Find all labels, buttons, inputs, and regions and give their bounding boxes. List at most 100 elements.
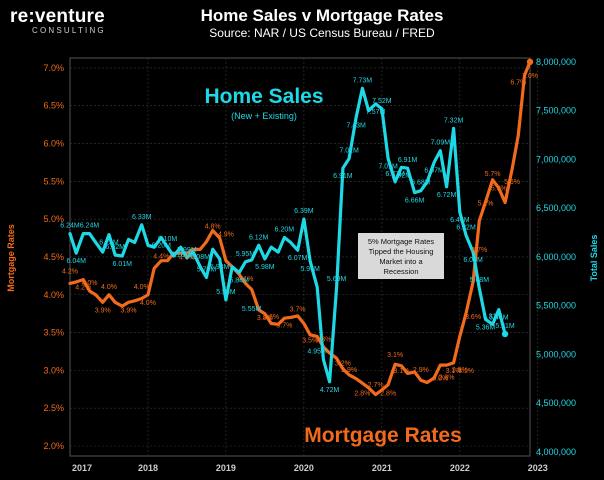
sales-data-label: 7.43M bbox=[346, 123, 366, 130]
sales-data-label: 6.10M bbox=[171, 252, 191, 259]
rate-data-label: 7.0% bbox=[522, 73, 538, 80]
sales-data-label: 6.92M bbox=[392, 172, 412, 179]
sales-data-label: 5.46M bbox=[489, 315, 509, 322]
sales-end-marker bbox=[501, 330, 509, 338]
sales-data-label: 6.39M bbox=[294, 208, 314, 215]
mortgage-rates-line bbox=[68, 60, 532, 397]
x-tick-label: 2021 bbox=[372, 463, 392, 473]
sales-data-label: 6.22M bbox=[456, 225, 476, 232]
sales-data-label: 6.97M bbox=[424, 167, 444, 174]
y-tick-left-label: 6.0% bbox=[43, 139, 64, 149]
sales-data-label: 6.24M bbox=[60, 223, 80, 230]
rate-data-label: 3.1% bbox=[458, 368, 474, 375]
chart-subtitle: Source: NAR / US Census Bureau / FRED bbox=[209, 26, 435, 40]
annotation-line-3: Market into a bbox=[379, 257, 423, 266]
sales-data-label: 5.99M bbox=[177, 247, 197, 254]
rate-data-label: 4.2% bbox=[62, 269, 78, 276]
y-tick-left-label: 6.5% bbox=[43, 101, 64, 111]
sales-data-label: 6.68M bbox=[411, 180, 431, 187]
annotation-background bbox=[358, 233, 444, 279]
rate-data-label: 5.7% bbox=[485, 171, 501, 178]
rate-data-label: 4.1% bbox=[237, 276, 253, 283]
rate-data-label: 4.0% bbox=[101, 284, 117, 291]
sales-data-label: 5.96M bbox=[300, 266, 320, 273]
sales-data-label: 7.01M bbox=[339, 147, 359, 154]
sales-data-label: 5.79M bbox=[197, 266, 217, 273]
sales-data-label: 5.21M bbox=[495, 323, 515, 330]
sales-data-label: 5.98M bbox=[210, 264, 230, 271]
rate-data-label: 2.8% bbox=[439, 375, 455, 382]
sales-data-label: 6.02M bbox=[105, 244, 125, 251]
y-tick-left-label: 4.0% bbox=[43, 290, 64, 300]
rate-data-label: 2.8% bbox=[354, 391, 370, 398]
y-tick-right-label: 7,500,000 bbox=[536, 106, 576, 116]
rate-data-label: 6.7% bbox=[510, 80, 526, 87]
y-tick-right-label: 4,000,000 bbox=[536, 447, 576, 457]
sales-data-label: 4.95M bbox=[307, 348, 327, 355]
x-tick-label: 2023 bbox=[528, 463, 548, 473]
sales-data-label: 5.95M bbox=[236, 251, 256, 258]
rate-data-label: 3.6% bbox=[263, 314, 279, 321]
rate-data-label: 3.1% bbox=[446, 368, 462, 375]
logo-main-text: re:venture bbox=[10, 6, 105, 27]
rate-data-label: 3.7% bbox=[276, 322, 292, 329]
rate-data-label: 4.4% bbox=[153, 254, 169, 261]
sales-data-label: 6.24M bbox=[80, 223, 100, 230]
sales-data-label: 6.20M bbox=[151, 242, 171, 249]
rate-data-label: 3.3% bbox=[315, 337, 331, 344]
rate-data-label: 4.8% bbox=[205, 223, 221, 230]
sales-data-label: 7.01M bbox=[378, 163, 398, 170]
rate-data-label: 4.6% bbox=[179, 254, 195, 261]
rate-data-label: 3.5% bbox=[302, 338, 318, 345]
sales-data-label: 5.31M bbox=[483, 313, 503, 320]
sales-data-label: 7.73M bbox=[353, 77, 373, 84]
sales-data-label: 5.36M bbox=[476, 324, 496, 331]
x-tick-label: 2019 bbox=[216, 463, 236, 473]
rate-data-label: 5.1% bbox=[478, 201, 494, 208]
y-axis-left-label: Mortgage Rates bbox=[6, 224, 16, 292]
sales-data-label: 6.91M bbox=[333, 173, 353, 180]
mortgage-rates-title: Mortgage Rates bbox=[304, 424, 462, 447]
sales-data-label: 5.68M bbox=[470, 277, 490, 284]
y-tick-right-label: 5,000,000 bbox=[536, 349, 576, 359]
y-tick-right-label: 6,500,000 bbox=[536, 203, 576, 213]
rate-data-label: 3.1% bbox=[393, 368, 409, 375]
sales-data-label: 6.12M bbox=[249, 234, 269, 241]
rate-end-marker bbox=[526, 58, 534, 66]
rate-data-label: 2.7% bbox=[368, 382, 384, 389]
series-group bbox=[68, 58, 534, 397]
sales-data-label: 6.23M bbox=[99, 240, 119, 247]
rate-data-label: 4.0% bbox=[140, 300, 156, 307]
rate-data-label: 4.0% bbox=[134, 284, 150, 291]
sales-data-label: 7.09M bbox=[431, 140, 451, 147]
sales-data-label: 4.72M bbox=[320, 387, 340, 394]
sales-data-label: 5.55M bbox=[242, 306, 262, 313]
rate-data-label: 2.9% bbox=[341, 367, 357, 374]
x-tick-label: 2018 bbox=[138, 463, 158, 473]
sales-data-label: 6.08M bbox=[190, 254, 210, 261]
sales-data-label: 6.05M bbox=[463, 257, 483, 264]
logo-sub-text: CONSULTING bbox=[32, 26, 106, 35]
annotation-line-2: Tipped the Housing bbox=[369, 247, 434, 256]
rate-data-label: 3.1% bbox=[387, 352, 403, 359]
rate-data-label: 2.8% bbox=[380, 391, 396, 398]
rate-data-label: 3.9% bbox=[120, 307, 136, 314]
logo: re:venture CONSULTING bbox=[10, 6, 106, 35]
annotation-line-1: 5% Mortgage Rates bbox=[368, 237, 435, 246]
rate-data-label: 3.2% bbox=[335, 360, 351, 367]
sales-data-label: 7.57M bbox=[366, 109, 386, 116]
sales-data-label: 6.66M bbox=[405, 198, 425, 205]
x-tick-label: 2022 bbox=[450, 463, 470, 473]
y-tick-left-label: 3.5% bbox=[43, 328, 64, 338]
sales-data-label: 6.77M bbox=[385, 171, 405, 178]
rate-data-label: 4.9% bbox=[218, 232, 234, 239]
sales-data-label: 6.91M bbox=[398, 157, 418, 164]
chart-title: Home Sales v Mortgage Rates bbox=[200, 6, 444, 25]
rate-data-label: 3.8% bbox=[257, 315, 273, 322]
sales-data-label: 6.46M bbox=[450, 217, 470, 224]
sales-data-label: 6.07M bbox=[288, 255, 308, 262]
rate-data-label: 4.0% bbox=[82, 280, 98, 287]
sales-data-label: 6.04M bbox=[67, 258, 87, 265]
y-tick-right-label: 8,000,000 bbox=[536, 57, 576, 67]
y-tick-left-label: 5.0% bbox=[43, 214, 64, 224]
